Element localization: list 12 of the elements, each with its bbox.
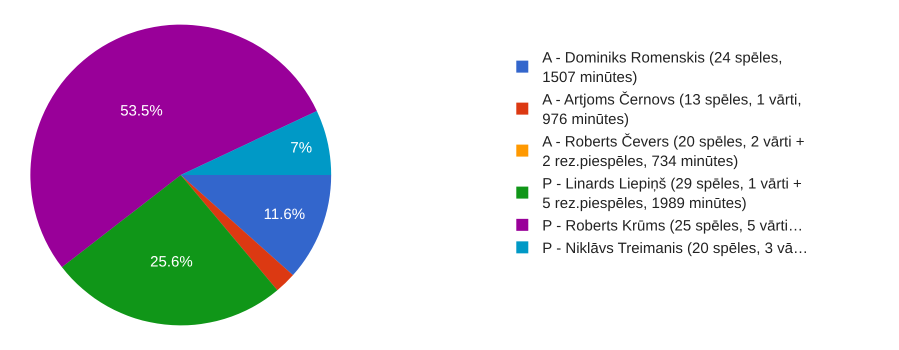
- legend-label: P - Niklāvs Treimanis (20 spēles, 3 vā…: [542, 240, 808, 258]
- legend-label: P - Linards Liepiņš (29 spēles, 1 vārti + 5 rez.piespēles, 1989 minūtes): [542, 176, 802, 212]
- data-label: 25.6%: [150, 253, 193, 270]
- pie-slice: [180, 110, 332, 175]
- data-label: 53.5%: [120, 102, 163, 120]
- data-label: 7%: [290, 140, 312, 157]
- data-label: 11.6%: [264, 206, 306, 224]
- pie-slice: [30, 24, 317, 268]
- legend-label: P - Roberts Krūms (25 spēles, 5 vārti…: [542, 218, 803, 235]
- legend-label: A - Dominiks Romenskis (24 spēles, 1507 minūtes): [542, 50, 782, 86]
- legend-label: A - Artjoms Černovs (13 spēles, 1 vārti, 976 minūtes): [542, 90, 802, 128]
- legend-label: A - Roberts Čevers (20 spēles, 2 vārti + 2 rez.piespēles, 734 minūtes): [542, 132, 805, 170]
